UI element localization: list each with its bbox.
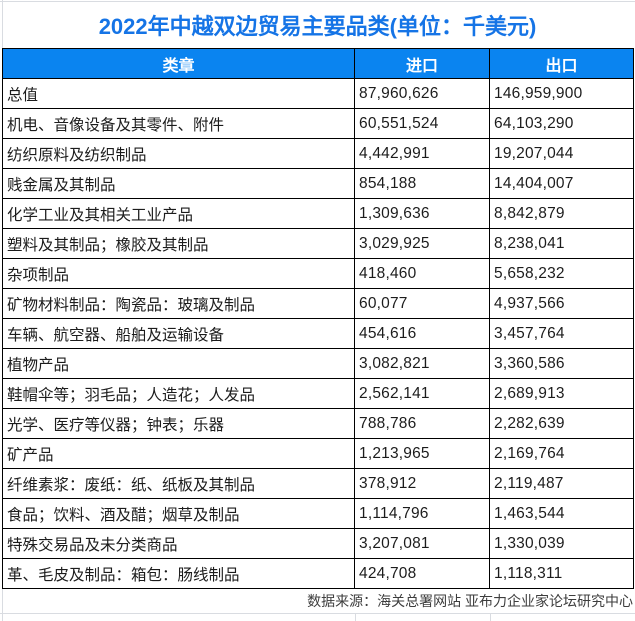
header-export: 出口: [489, 48, 634, 79]
table-row: 矿物材料制品：陶瓷品：玻璃及制品 60,077 4,937,566: [2, 288, 634, 319]
table-row: 植物产品 3,082,821 3,360,586: [2, 348, 634, 379]
data-source-note: 数据来源：海关总署网站 亚布力企业家论坛研究中心: [307, 593, 633, 609]
export-cell: 5,658,232: [489, 258, 634, 289]
gridline-top: [0, 1, 635, 2]
category-cell: 食品；饮料、酒及醋；烟草及制品: [2, 498, 355, 529]
header-import: 进口: [354, 48, 490, 79]
table-row: 纺织原料及纺织制品 4,442,991 19,207,044: [2, 138, 634, 169]
export-cell: 1,330,039: [489, 528, 634, 559]
category-cell: 总值: [2, 78, 355, 109]
import-cell: 2,562,141: [354, 378, 490, 409]
category-cell: 机电、音像设备及其零件、附件: [2, 108, 355, 139]
export-cell: 8,238,041: [489, 228, 634, 259]
import-cell: 454,616: [354, 318, 490, 349]
table-row: 化学工业及其相关工业产品 1,309,636 8,842,879: [2, 198, 634, 229]
category-cell: 革、毛皮及制品：箱包：肠线制品: [2, 558, 355, 589]
table-title: 2022年中越双边贸易主要品类(单位：千美元): [98, 13, 537, 39]
table-row: 车辆、航空器、船舶及运输设备 454,616 3,457,764: [2, 318, 634, 349]
export-cell: 3,360,586: [489, 348, 634, 379]
category-cell: 光学、医疗等仪器；钟表；乐器: [2, 408, 355, 439]
table-row: 鞋帽伞等；羽毛品；人造花；人发品 2,562,141 2,689,913: [2, 378, 634, 409]
export-cell: 2,169,764: [489, 438, 634, 469]
export-cell: 3,457,764: [489, 318, 634, 349]
table-row: 总值 87,960,626 146,959,900: [2, 78, 634, 109]
table-row: 特殊交易品及未分类商品 3,207,081 1,330,039: [2, 528, 634, 559]
export-cell: 2,689,913: [489, 378, 634, 409]
table-row: 纤维素浆：废纸：纸、纸板及其制品 378,912 2,119,487: [2, 468, 634, 499]
import-cell: 3,029,925: [354, 228, 490, 259]
table-body: 总值 87,960,626 146,959,900 机电、音像设备及其零件、附件 60,…: [2, 78, 634, 589]
category-cell: 化学工业及其相关工业产品: [2, 198, 355, 229]
table-row: 食品；饮料、酒及醋；烟草及制品 1,114,796 1,463,544: [2, 498, 634, 529]
category-cell: 植物产品: [2, 348, 355, 379]
import-cell: 3,082,821: [354, 348, 490, 379]
import-cell: 1,213,965: [354, 438, 490, 469]
import-cell: 854,188: [354, 168, 490, 199]
table-row: 塑料及其制品；橡胶及其制品 3,029,925 8,238,041: [2, 228, 634, 259]
export-cell: 4,937,566: [489, 288, 634, 319]
category-cell: 贱金属及其制品: [2, 168, 355, 199]
import-cell: 424,708: [354, 558, 490, 589]
table-row: 杂项制品 418,460 5,658,232: [2, 258, 634, 289]
category-cell: 鞋帽伞等；羽毛品；人造花；人发品: [2, 378, 355, 409]
import-cell: 1,309,636: [354, 198, 490, 229]
header-category: 类章: [2, 48, 355, 79]
import-cell: 378,912: [354, 468, 490, 499]
export-cell: 14,404,007: [489, 168, 634, 199]
table-row: 革、毛皮及制品：箱包：肠线制品 424,708 1,118,311: [2, 558, 634, 589]
import-cell: 3,207,081: [354, 528, 490, 559]
table-row: 机电、音像设备及其零件、附件 60,551,524 64,103,290: [2, 108, 634, 139]
export-cell: 64,103,290: [489, 108, 634, 139]
export-cell: 19,207,044: [489, 138, 634, 169]
category-cell: 特殊交易品及未分类商品: [2, 528, 355, 559]
table-row: 矿产品 1,213,965 2,169,764: [2, 438, 634, 469]
gridline-col1: [355, 613, 356, 621]
import-cell: 418,460: [354, 258, 490, 289]
table-row: 贱金属及其制品 854,188 14,404,007: [2, 168, 634, 199]
category-cell: 矿产品: [2, 438, 355, 469]
gridline-col2: [490, 613, 491, 621]
category-cell: 矿物材料制品：陶瓷品：玻璃及制品: [2, 288, 355, 319]
category-cell: 塑料及其制品；橡胶及其制品: [2, 228, 355, 259]
category-cell: 车辆、航空器、船舶及运输设备: [2, 318, 355, 349]
import-cell: 87,960,626: [354, 78, 490, 109]
export-cell: 1,118,311: [489, 558, 634, 589]
table-row: 光学、医疗等仪器；钟表；乐器 788,786 2,282,639: [2, 408, 634, 439]
export-cell: 2,119,487: [489, 468, 634, 499]
gridline-bottom: [0, 613, 635, 614]
import-cell: 1,114,796: [354, 498, 490, 529]
header-row: 类章 进口 出口: [2, 48, 634, 79]
category-cell: 纤维素浆：废纸：纸、纸板及其制品: [2, 468, 355, 499]
table-header: 类章 进口 出口: [2, 48, 634, 79]
trade-table: 类章 进口 出口 总值 87,960,626 146,959,900 机电、音像设备及…: [2, 48, 634, 589]
category-cell: 纺织原料及纺织制品: [2, 138, 355, 169]
export-cell: 2,282,639: [489, 408, 634, 439]
category-cell: 杂项制品: [2, 258, 355, 289]
export-cell: 8,842,879: [489, 198, 634, 229]
import-cell: 4,442,991: [354, 138, 490, 169]
import-cell: 60,551,524: [354, 108, 490, 139]
import-cell: 60,077: [354, 288, 490, 319]
export-cell: 1,463,544: [489, 498, 634, 529]
import-cell: 788,786: [354, 408, 490, 439]
export-cell: 146,959,900: [489, 78, 634, 109]
